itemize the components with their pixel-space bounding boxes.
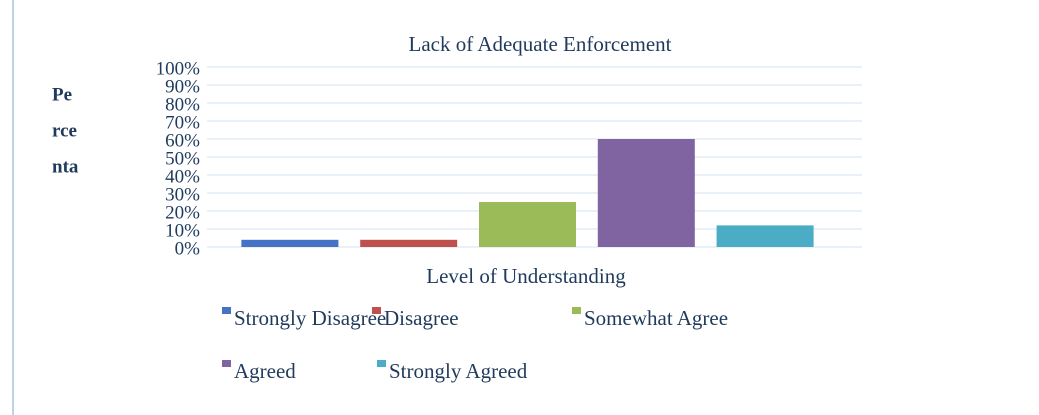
y-tick-label: 30% xyxy=(165,184,200,205)
y-tick-label: 50% xyxy=(165,148,200,169)
y-tick-label: 10% xyxy=(165,220,200,241)
bar xyxy=(479,202,576,247)
y-tick-label: 40% xyxy=(165,166,200,187)
y-tick-label: 70% xyxy=(165,112,200,133)
y-tick-label: 0% xyxy=(175,238,201,259)
legend-label: Agreed xyxy=(234,359,296,383)
y-tick-label: 100% xyxy=(156,58,201,79)
y-tick-label: 80% xyxy=(165,94,200,115)
legend-marker xyxy=(372,307,381,314)
y-axis-label: nta xyxy=(52,156,79,177)
bar xyxy=(597,139,695,247)
legend-label: Strongly Agreed xyxy=(389,359,528,383)
bar xyxy=(716,225,814,247)
legend-label: Somewhat Agree xyxy=(584,306,728,330)
legend-marker xyxy=(222,360,231,367)
legend-marker xyxy=(377,360,386,367)
y-axis-label: rce xyxy=(52,120,77,141)
legend-label: Disagree xyxy=(384,306,459,330)
y-tick-label: 90% xyxy=(165,76,200,97)
legend-marker xyxy=(222,307,231,314)
x-axis-label: Level of Understanding xyxy=(426,264,626,288)
bar xyxy=(360,239,458,247)
bar xyxy=(241,239,339,247)
y-tick-label: 60% xyxy=(165,130,200,151)
legend-label: Strongly Disagree xyxy=(234,306,386,330)
y-tick-label: 20% xyxy=(165,202,200,223)
chart-title: Lack of Adequate Enforcement xyxy=(409,32,672,56)
legend-marker xyxy=(572,307,581,314)
y-axis-label: Pe xyxy=(52,84,72,105)
